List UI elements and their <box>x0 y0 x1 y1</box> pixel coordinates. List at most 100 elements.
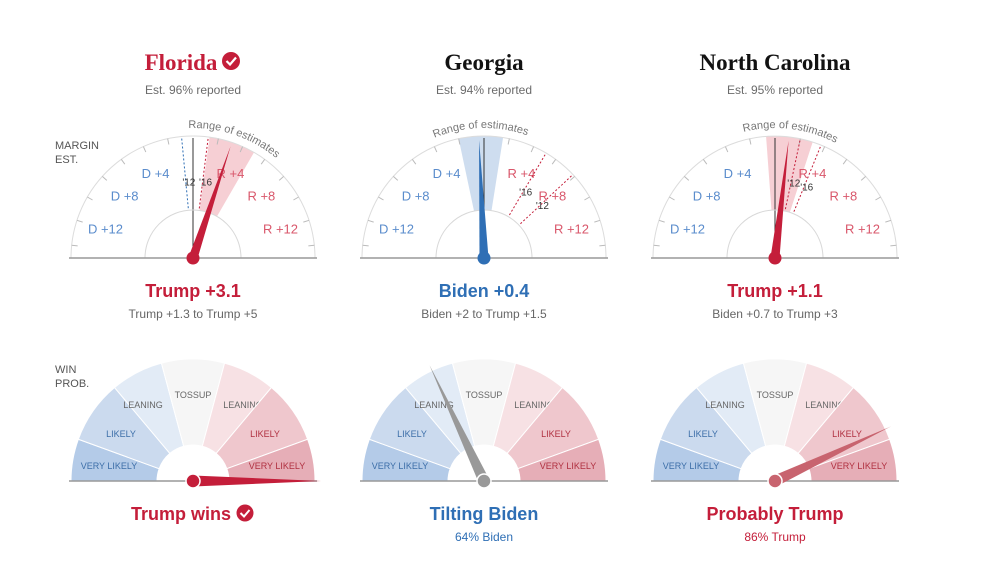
tick-mark <box>362 244 369 247</box>
tick-mark <box>367 219 374 223</box>
prob-axis-label: PROB. <box>55 378 89 390</box>
prob-zone-label: TOSSUP <box>175 390 212 400</box>
margin-needle <box>479 140 489 259</box>
prob-zone-label: LEANING <box>223 400 263 410</box>
margin-tick-label: D +4 <box>142 166 170 181</box>
tick-mark <box>458 138 461 145</box>
tick-mark <box>821 146 826 153</box>
range-band <box>766 136 813 213</box>
tick-mark <box>71 244 78 247</box>
past-result-label: '16 <box>519 188 532 199</box>
gauge-arc <box>70 135 316 259</box>
tick-mark <box>530 146 535 153</box>
prob-zone-label: VERY LIKELY <box>831 461 888 471</box>
inner-arc <box>144 209 242 259</box>
prob-zone-label: LEANING <box>514 400 554 410</box>
prob-zone-label: VERY LIKELY <box>81 461 138 471</box>
tick-mark <box>393 175 399 181</box>
margin-range-text: Biden +2 to Trump +1.5 <box>421 307 547 321</box>
tick-mark <box>890 244 897 247</box>
outcome-headline: Trump wins <box>131 504 231 524</box>
outcome-headline: Tilting Biden <box>430 504 539 524</box>
tick-mark <box>142 146 147 153</box>
probability-gauge: VERY LIKELY LIKELY LEANING TOSSUP LEANING LIK… <box>360 358 608 489</box>
prob-zone-label: LEANING <box>123 400 163 410</box>
tick-mark <box>239 146 244 153</box>
tick-mark <box>842 159 848 165</box>
tick-mark <box>653 244 660 247</box>
state-title: North Carolina <box>700 50 851 75</box>
prob-zone-label: VERY LIKELY <box>663 461 720 471</box>
tick-mark <box>167 138 170 145</box>
outcome-headline: Probably Trump <box>706 504 843 524</box>
prob-zone-label: VERY LIKELY <box>372 461 429 471</box>
margin-axis-label: MARGIN <box>55 140 99 152</box>
prob-zone-label: LIKELY <box>832 429 862 439</box>
reported-text: Est. 96% reported <box>145 83 241 97</box>
tick-mark <box>860 175 866 181</box>
tick-mark <box>433 146 438 153</box>
probability-needle <box>772 426 891 486</box>
tick-mark <box>658 219 665 223</box>
needle-hub <box>768 251 782 265</box>
tick-mark <box>293 196 299 201</box>
past-result-label: '16 <box>199 178 212 189</box>
gauge-arc <box>652 135 898 259</box>
margin-tick-label: R +12 <box>845 222 880 237</box>
past-result-line <box>181 136 189 209</box>
prob-axis-label: WIN <box>55 364 76 376</box>
margin-tick-label: R +4 <box>508 166 536 181</box>
prob-zone-label: LEANING <box>805 400 845 410</box>
probability-gauge: VERY LIKELY LIKELY LEANING TOSSUP LEANING LIK… <box>69 358 321 489</box>
margin-tick-label: D +8 <box>402 188 430 203</box>
margin-tick-label: D +4 <box>724 166 752 181</box>
tick-mark <box>724 146 729 153</box>
probability-hub <box>767 473 783 489</box>
probability-gauge: VERY LIKELY LIKELY LEANING TOSSUP LEANING LIK… <box>651 358 899 489</box>
probability-needle <box>429 365 489 484</box>
past-result-line <box>793 144 822 212</box>
tick-mark <box>120 159 126 165</box>
tick-mark <box>669 196 675 201</box>
prob-zone-label: LEANING <box>705 400 745 410</box>
margin-tick-label: R +12 <box>263 222 298 237</box>
margin-tick-label: D +12 <box>379 222 414 237</box>
tick-mark <box>684 175 690 181</box>
margin-tick-label: D +4 <box>433 166 461 181</box>
tick-mark <box>702 159 708 165</box>
gauge-north-carolina: North Carolina Est. 95% reported D +12 D +8… <box>651 50 899 544</box>
margin-headline: Biden +0.4 <box>439 281 530 301</box>
tick-mark <box>260 159 266 165</box>
gauge-florida: Florida Est. 96% reported D +12 D +8D +4 R +… <box>69 50 321 524</box>
tick-mark <box>303 219 310 223</box>
tick-mark <box>875 196 881 201</box>
margin-needle <box>770 140 789 259</box>
tick-mark <box>507 138 510 145</box>
prob-zone-label: LIKELY <box>688 429 718 439</box>
gauge-arc <box>361 135 607 259</box>
tick-mark <box>87 196 93 201</box>
probability-needle <box>193 475 321 487</box>
margin-axis-label: EST. <box>55 154 78 166</box>
needle-hub <box>477 251 491 265</box>
needle-hub <box>186 251 200 265</box>
tick-mark <box>599 244 606 247</box>
prob-zone-label: LIKELY <box>250 429 280 439</box>
prob-zone-label: LIKELY <box>106 429 136 439</box>
margin-tick-label: R +8 <box>538 188 566 203</box>
tick-mark <box>308 244 315 247</box>
past-result-label: '16 <box>800 183 813 194</box>
margin-headline: Trump +3.1 <box>145 281 241 301</box>
margin-tick-label: R +8 <box>829 188 857 203</box>
past-result-line <box>509 152 547 216</box>
prob-zone-label: LIKELY <box>541 429 571 439</box>
past-result-line <box>198 136 209 209</box>
prob-zone-label: TOSSUP <box>757 390 794 400</box>
called-check-icon <box>222 52 240 70</box>
margin-tick-label: D +12 <box>88 222 123 237</box>
probability-hub <box>185 473 201 489</box>
past-result-label: '12 <box>182 177 195 188</box>
tick-mark <box>76 219 83 223</box>
